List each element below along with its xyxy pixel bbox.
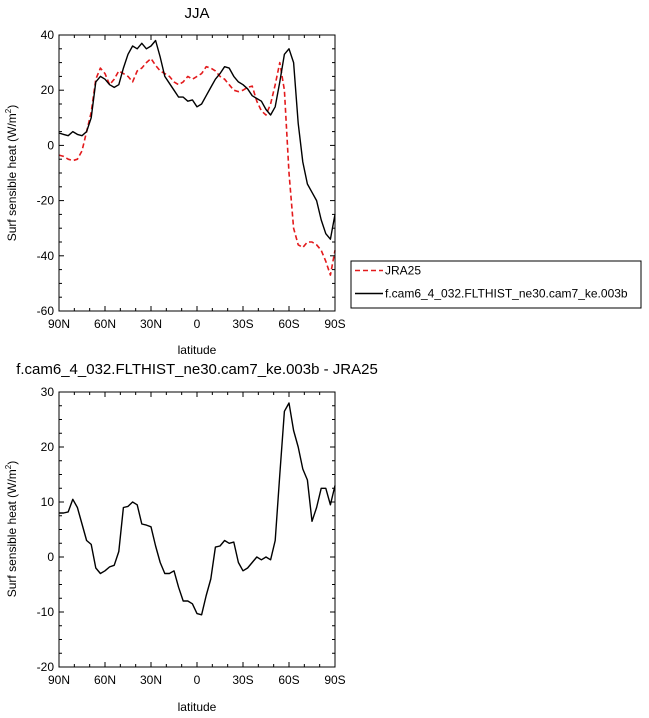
bottom-chart-ytick-label: -10 [37,605,55,619]
bottom-chart-xlabel: latitude [178,700,217,714]
bottom-chart-ylabel: Surf sensible heat (W/m2) [4,461,19,598]
top-chart-series-1-line [58,39,336,240]
top-chart-series-0-line [58,57,336,276]
top-chart-ticks: 90N 60N 30N 0 30S 60S 90S -60 -40 -20 0 20 40 [37,28,346,331]
top-chart-xtick-label: 60S [278,317,299,331]
top-chart-title: JJA [184,5,209,22]
top-chart-xlabel: latitude [178,343,217,357]
bottom-chart-ytick-label: 20 [41,440,55,454]
top-chart-ytick-label: -60 [37,304,55,318]
bottom-chart-ytick-label: 30 [41,385,55,399]
top-chart-panel: JJA 90N 60N 30N 0 30S 60S 90S -60 -40 -20 0 20 40 Su… [4,5,642,357]
bottom-chart-ytick-label: 10 [41,495,55,509]
legend-label-model: f.cam6_4_032.FLTHIST_ne30.cam7_ke.003b [385,287,628,301]
bottom-chart-xtick-label: 90S [324,673,345,687]
bottom-chart-panel: f.cam6_4_032.FLTHIST_ne30.cam7_ke.003b -… [4,361,378,714]
bottom-chart-frame [58,391,336,668]
bottom-chart-series-0-line [59,402,336,616]
bottom-chart-xtick-label: 30S [232,673,253,687]
bottom-chart-xtick-label: 60S [278,673,299,687]
bottom-chart-ytick-label: 0 [47,550,54,564]
bottom-chart-xtick-label: 30N [140,673,162,687]
top-chart-ylabel: Surf sensible heat (W/m2) [4,105,19,242]
top-chart-ytick-label: 40 [41,28,55,42]
bottom-chart-xtick-label: 0 [194,673,201,687]
top-chart-series-lines [58,39,336,276]
bottom-chart-ticks: 90N 60N 30N 0 30S 60S 90S -20 -10 0 10 20 30 [37,385,346,687]
bottom-chart-ytick-label: -20 [37,660,55,674]
bottom-chart-xtick-label: 90N [48,673,70,687]
top-chart-ytick-label: -40 [37,249,55,263]
top-chart-ytick-label: 20 [41,83,55,97]
top-chart-xtick-label: 0 [194,317,201,331]
legend-box [350,260,642,309]
top-chart-xtick-label: 30N [140,317,162,331]
top-chart-ytick-label: -20 [37,194,55,208]
bottom-chart-title: f.cam6_4_032.FLTHIST_ne30.cam7_ke.003b -… [16,361,378,378]
top-chart-ytick-label: 0 [47,138,54,152]
top-chart-xtick-label: 60N [94,317,116,331]
legend-label-jra25: JRA25 [385,264,421,278]
bottom-chart-series-lines [59,402,336,616]
top-chart-xtick-label: 90S [324,317,345,331]
bottom-chart-xtick-label: 60N [94,673,116,687]
top-chart-xtick-label: 30S [232,317,253,331]
top-chart-legend: JRA25 f.cam6_4_032.FLTHIST_ne30.cam7_ke.… [350,260,642,309]
top-chart-xtick-label: 90N [48,317,70,331]
